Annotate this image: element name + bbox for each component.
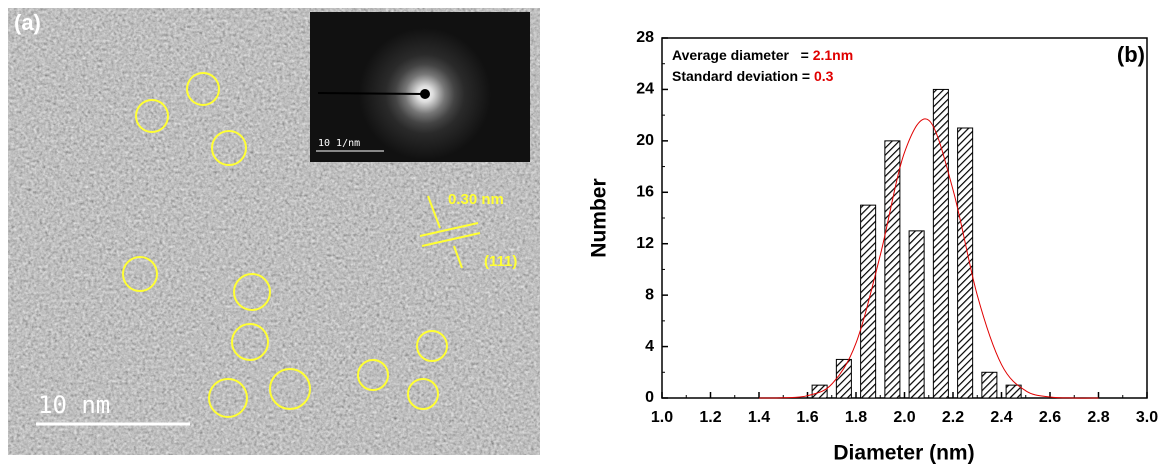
y-tick-label: 8 [645,286,654,303]
plot-frame [661,37,1148,399]
diffraction-scale-label: 10 1/nm [318,138,360,149]
histogram-bar [957,127,974,399]
annotation-text: Average diameter = [672,47,813,63]
histogram-bar [811,384,828,399]
histogram-bar [932,88,949,399]
panel-label: (a) [14,10,41,35]
lattice-marks [419,195,481,269]
spacing-label: 0.30 nm [448,191,504,208]
histogram-chart: (b) Diameter (nm) Number 1.0 1.2 1.4 1.6 1.8… [588,29,1159,464]
x-tick-label: 1.6 [796,409,818,426]
tem-panel: (a) 10 1/nm 0.30 nm (111) 10 nm [8,8,540,455]
annotation-text: Standard deviation = [672,68,814,84]
y-tick-label: 0 [645,389,654,406]
panel-label: (b) [1117,42,1145,67]
x-tick-label: 1.8 [845,409,867,426]
plane-label: (111) [484,253,517,270]
annotation-value: 0.3 [814,68,834,84]
x-tick-label: 1.0 [651,409,673,426]
x-tick-label: 1.2 [699,409,721,426]
fit-curve [758,118,1099,399]
beam-stop [317,92,426,95]
y-tick-label: 24 [636,81,654,98]
x-tick-label: 2.8 [1087,409,1109,426]
y-tick-label: 12 [636,235,654,252]
x-tick-label: 2.2 [942,409,964,426]
annotation-value: 2.1nm [813,47,853,63]
x-tick-label: 2.6 [1039,409,1061,426]
histogram-bar [908,230,925,399]
histogram-bar [835,358,852,399]
y-tick-label: 20 [636,132,654,149]
y-tick-label: 28 [636,29,654,46]
histogram-bar [884,140,901,399]
x-tick-label: 2.4 [990,409,1012,426]
annotation: Standard deviation = 0.3 [672,68,834,84]
y-tick-label: 4 [645,338,654,355]
histogram-bar [1005,384,1022,399]
annotation: Average diameter = 2.1nm [672,47,853,63]
y-tick-label: 16 [636,184,654,201]
x-tick-label: 3.0 [1136,409,1158,426]
histogram-bar [981,371,998,399]
beam-stop-center [420,89,430,99]
y-axis-label: Number [588,178,611,257]
scale-bar-label: 10 nm [38,391,110,419]
x-tick-label: 2.0 [893,409,915,426]
lattice-inset [402,165,531,299]
x-axis-label: Diameter (nm) [833,442,974,465]
x-tick-label: 1.4 [748,409,770,426]
particle-circles [122,72,448,418]
